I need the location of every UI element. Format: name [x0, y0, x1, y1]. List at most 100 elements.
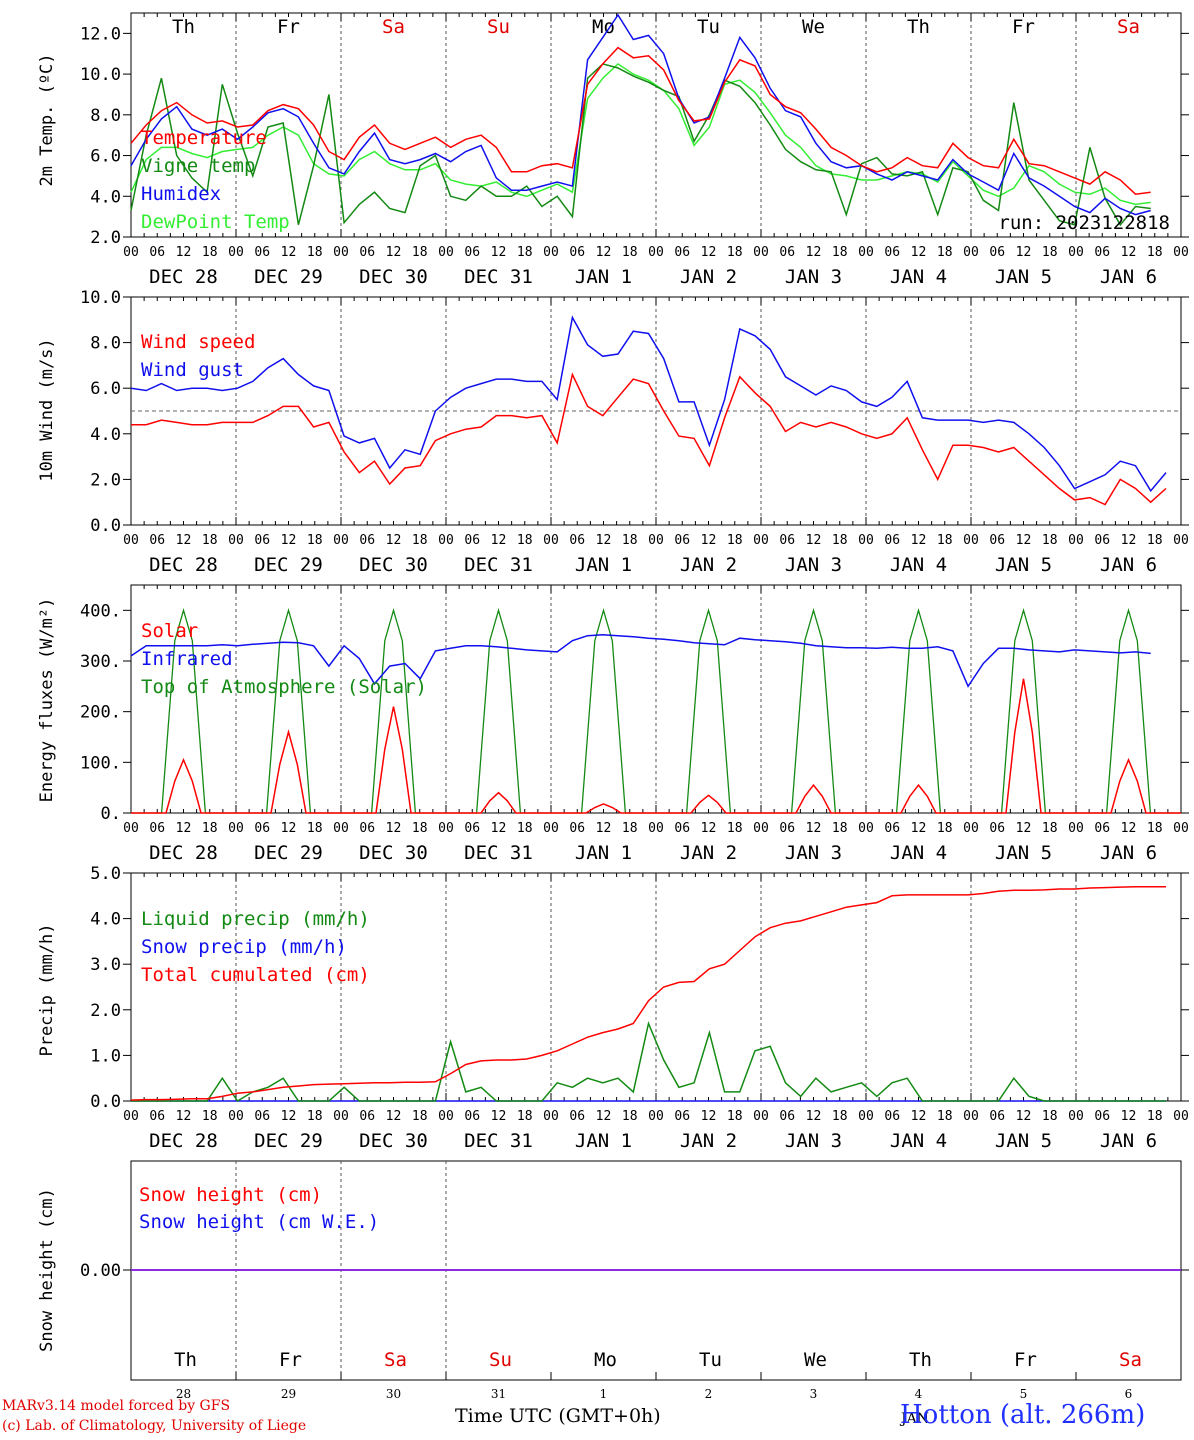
- date-label: JAN 1: [575, 266, 632, 288]
- hour-tick-label: 06: [254, 821, 270, 836]
- hour-tick-label: 18: [517, 533, 533, 548]
- hour-tick-label: 00: [333, 245, 349, 260]
- y-tick-label: 0.: [101, 804, 121, 824]
- hour-tick-label: 06: [359, 245, 375, 260]
- hour-tick-label: 18: [1147, 245, 1163, 260]
- hour-tick-label: 12: [911, 821, 927, 836]
- hour-tick-label: 00: [963, 1109, 979, 1124]
- legend-snow-height-1: Snow height (cm W.E.): [139, 1211, 379, 1233]
- weekday-label: We: [804, 1349, 827, 1371]
- y-tick-label: 0.00: [80, 1261, 121, 1281]
- hour-tick-label: 12: [281, 533, 297, 548]
- date-label: DEC 30: [359, 554, 428, 576]
- hour-tick-label: 00: [123, 821, 139, 836]
- weekday-label: Th: [174, 1349, 197, 1371]
- day-number-label: 4: [915, 1387, 923, 1401]
- legend-temperature: Temperature: [141, 127, 267, 149]
- hour-tick-label: 18: [517, 1109, 533, 1124]
- date-label: DEC 31: [464, 842, 533, 864]
- hour-tick-label: 18: [202, 245, 218, 260]
- weekday-label: Sa: [1117, 16, 1140, 38]
- date-label: JAN 4: [890, 1130, 947, 1152]
- hour-tick-label: 00: [543, 821, 559, 836]
- hour-tick-label: 00: [543, 1109, 559, 1124]
- hour-tick-label: 12: [1016, 1109, 1032, 1124]
- weekday-label: Th: [172, 16, 195, 38]
- hour-tick-label: 00: [123, 533, 139, 548]
- legend-liquid-precip-mm-h-: Liquid precip (mm/h): [141, 908, 370, 930]
- hour-tick-label: 12: [176, 245, 192, 260]
- hour-tick-label: 00: [1068, 533, 1084, 548]
- hour-tick-label: 00: [228, 1109, 244, 1124]
- date-label: JAN 2: [680, 266, 737, 288]
- series-line-total-cumulated: [130, 885, 1166, 1101]
- y-tick-label: 4.0: [90, 425, 121, 445]
- legend-total-cumulated-cm-: Total cumulated (cm): [141, 964, 370, 986]
- hour-tick-label: 18: [412, 245, 428, 260]
- hour-tick-label: 18: [937, 821, 953, 836]
- y-tick-label: 8.0: [90, 106, 121, 126]
- weekday-label: Mo: [594, 1349, 617, 1371]
- hour-tick-label: 00: [648, 1109, 664, 1124]
- weekday-label: Sa: [382, 16, 405, 38]
- hour-tick-label: 18: [832, 533, 848, 548]
- hour-tick-label: 12: [911, 245, 927, 260]
- footer-model-credit: MARv3.14 model forced by GFS: [2, 1398, 231, 1414]
- hour-tick-label: 12: [806, 821, 822, 836]
- hour-tick-label: 12: [281, 821, 297, 836]
- hour-tick-label: 00: [438, 533, 454, 548]
- hour-tick-label: 18: [937, 245, 953, 260]
- hour-tick-label: 06: [464, 245, 480, 260]
- day-number-label: 2: [705, 1387, 713, 1401]
- date-label: JAN 3: [785, 266, 842, 288]
- hour-tick-label: 12: [596, 1109, 612, 1124]
- hour-tick-label: 18: [1042, 533, 1058, 548]
- hour-tick-label: 18: [832, 1109, 848, 1124]
- legend-snow-precip-mm-h-: Snow precip (mm/h): [141, 936, 347, 958]
- series-line-dewpoint-temp: [130, 62, 1151, 206]
- hour-tick-label: 18: [727, 821, 743, 836]
- hour-tick-label: 06: [1094, 533, 1110, 548]
- y-tick-label: 3.0: [90, 955, 121, 975]
- hour-tick-label: 00: [858, 1109, 874, 1124]
- hour-tick-label: 18: [202, 1109, 218, 1124]
- hour-tick-label: 12: [701, 533, 717, 548]
- day-number-label: 30: [386, 1387, 401, 1401]
- date-label: JAN 3: [785, 554, 842, 576]
- y-tick-label: 6.0: [90, 147, 121, 167]
- y-axis-label: Precip (mm/h): [37, 923, 57, 1056]
- y-tick-label: 200.: [80, 703, 121, 723]
- hour-tick-label: 00: [228, 821, 244, 836]
- hour-tick-label: 12: [176, 1109, 192, 1124]
- hour-tick-label: 06: [254, 245, 270, 260]
- hour-tick-label: 18: [412, 533, 428, 548]
- hour-tick-label: 06: [569, 821, 585, 836]
- y-tick-label: 0.0: [90, 1092, 121, 1112]
- hour-tick-label: 12: [1016, 245, 1032, 260]
- date-label: DEC 30: [359, 266, 428, 288]
- hour-tick-label: 18: [622, 245, 638, 260]
- hour-tick-label: 06: [779, 821, 795, 836]
- date-label: JAN 5: [995, 266, 1052, 288]
- run-label: run: 2023122818: [998, 212, 1170, 234]
- date-label: DEC 31: [464, 554, 533, 576]
- hour-tick-label: 06: [989, 245, 1005, 260]
- day-number-label: 3: [810, 1387, 818, 1401]
- hour-tick-label: 12: [806, 533, 822, 548]
- date-label: DEC 28: [149, 266, 218, 288]
- weekday-label: Mo: [592, 16, 615, 38]
- y-tick-label: 4.0: [90, 910, 121, 930]
- hour-tick-label: 00: [753, 1109, 769, 1124]
- hour-tick-label: 00: [228, 245, 244, 260]
- weekday-label: We: [802, 16, 825, 38]
- hour-tick-label: 00: [753, 821, 769, 836]
- date-label: JAN 5: [995, 554, 1052, 576]
- hour-tick-label: 00: [1068, 245, 1084, 260]
- legend-top-of-atmosphere-solar-: Top of Atmosphere (Solar): [141, 676, 427, 698]
- hour-tick-label: 00: [333, 821, 349, 836]
- hour-tick-label: 18: [412, 1109, 428, 1124]
- series-line-wind-speed: [131, 372, 1167, 506]
- hour-tick-label: 00: [1173, 821, 1189, 836]
- hour-tick-label: 18: [307, 533, 323, 548]
